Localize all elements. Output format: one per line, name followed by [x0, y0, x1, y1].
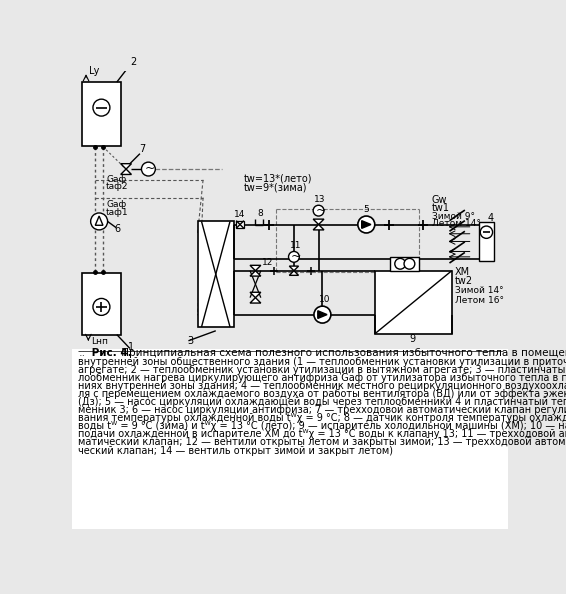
Circle shape [404, 258, 415, 269]
Text: лообменник нагрева циркулирующего антифриза Gаф от утилизатора избыточного тепла: лообменник нагрева циркулирующего антифр… [78, 373, 566, 383]
Text: агрегате; 2 — теплообменник установки утилизации в вытяжном агрегате; 3 — пласти: агрегате; 2 — теплообменник установки ут… [78, 365, 566, 375]
Bar [479, 222, 494, 261]
Text: Зимой 9°: Зимой 9° [432, 211, 475, 220]
Bar [198, 222, 234, 327]
Text: ниях внутренней зоны здания; 4 — теплообменник местного рециркуляционного воздух: ниях внутренней зоны здания; 4 — теплооб… [78, 381, 566, 391]
Text: 13: 13 [314, 195, 325, 204]
Polygon shape [121, 169, 131, 175]
Text: 1: 1 [128, 342, 135, 352]
Polygon shape [289, 271, 298, 276]
Circle shape [481, 226, 492, 238]
Text: tаф1: tаф1 [106, 208, 128, 217]
Bar [72, 349, 508, 529]
Text: 10: 10 [319, 295, 330, 304]
Text: 6: 6 [114, 224, 121, 234]
Text: Gаф: Gаф [106, 175, 126, 184]
Text: ~: ~ [144, 162, 155, 175]
Polygon shape [313, 225, 324, 230]
Text: 9: 9 [409, 334, 415, 344]
Text: Летом 14°: Летом 14° [432, 219, 481, 228]
Text: tаф2: tаф2 [106, 182, 128, 191]
Text: tw=9*(зима): tw=9*(зима) [244, 182, 307, 192]
Polygon shape [250, 298, 261, 303]
Text: менник 3; 6 — насос циркуляции антифриза; 7 — трехходовой автоматический клапан : менник 3; 6 — насос циркуляции антифриза… [78, 405, 566, 415]
Text: ~: ~ [315, 204, 326, 217]
Text: 12: 12 [263, 258, 274, 267]
Text: подачи охлажденной в испарителе ХМ до tᵂχ = 13 °C воды к клапану 13; 11 — треххо: подачи охлажденной в испарителе ХМ до tᵂ… [78, 429, 566, 440]
Polygon shape [250, 292, 261, 298]
Text: Летом 16°: Летом 16° [455, 296, 504, 305]
Text: Gаф: Gаф [106, 200, 126, 209]
Text: вания температуры охлажденной воды tᵂχ = 9 °C; 8 — датчик контроля температуры о: вания температуры охлажденной воды tᵂχ =… [78, 413, 566, 423]
Text: матический клапан; 12 — вентили открыты летом и закрыты зимой; 13 — трехходовой : матический клапан; 12 — вентили открыты … [78, 437, 566, 447]
Text: 14: 14 [234, 210, 245, 219]
Text: Lнп: Lнп [91, 337, 108, 346]
Text: tw=13*(лето): tw=13*(лето) [244, 173, 312, 184]
Bar [390, 257, 419, 271]
Polygon shape [289, 266, 298, 271]
Circle shape [313, 206, 324, 216]
Circle shape [93, 298, 110, 315]
Polygon shape [95, 216, 103, 225]
Text: ~: ~ [291, 250, 301, 263]
Polygon shape [250, 266, 261, 271]
Text: Рис. 4.: Рис. 4. [88, 349, 131, 359]
Text: tw1: tw1 [432, 203, 450, 213]
Bar [236, 220, 244, 228]
Bar [375, 271, 452, 334]
Circle shape [142, 162, 155, 176]
Circle shape [314, 306, 331, 323]
Text: 8: 8 [257, 208, 263, 217]
Text: Ly: Ly [89, 66, 100, 76]
Text: 3: 3 [187, 336, 193, 346]
Text: 7: 7 [139, 144, 145, 154]
Polygon shape [362, 220, 371, 228]
Circle shape [395, 258, 406, 269]
Text: ля с перемещением охлаждаемого воздуха от работы вентилятора (ВД) или от эффекта: ля с перемещением охлаждаемого воздуха о… [78, 389, 566, 399]
Circle shape [91, 213, 108, 230]
Text: (Дз); 5 — насос циркуляции охлаждающей воды через теплообменники 4 и пластинчаты: (Дз); 5 — насос циркуляции охлаждающей в… [78, 397, 566, 407]
Text: Зимой 14°: Зимой 14° [455, 286, 504, 295]
Text: ческий клапан; 14 — вентиль открыт зимой и закрыт летом): ческий клапан; 14 — вентиль открыт зимой… [78, 446, 393, 456]
Text: воды tᵂ = 9 °C (зима) и tᵂχ = 13 °C (лето); 9 — испаритель холодильной машины (Х: воды tᵂ = 9 °C (зима) и tᵂχ = 13 °C (лет… [78, 421, 566, 431]
Polygon shape [313, 219, 324, 225]
Bar [82, 82, 121, 146]
Circle shape [358, 216, 375, 233]
Bar [82, 273, 121, 334]
Text: ХМ: ХМ [455, 267, 470, 277]
Text: 11: 11 [290, 241, 302, 250]
Circle shape [93, 99, 110, 116]
Text: 5: 5 [363, 205, 369, 214]
Text: внутренней зоны общественного здания (1 — теплообменник установки утилизации в п: внутренней зоны общественного здания (1 … [78, 356, 566, 366]
Polygon shape [250, 271, 261, 276]
Text: 4: 4 [488, 213, 494, 223]
Text: Gw: Gw [432, 195, 447, 206]
Text: tw2: tw2 [455, 276, 473, 286]
Text: Принципиальная схема полезного использования избыточного тепла в помещениях: Принципиальная схема полезного использов… [118, 349, 566, 359]
Text: ::: :: [78, 349, 85, 359]
Polygon shape [121, 164, 131, 169]
Text: 2: 2 [130, 56, 136, 67]
Polygon shape [318, 311, 327, 318]
Circle shape [289, 251, 299, 262]
